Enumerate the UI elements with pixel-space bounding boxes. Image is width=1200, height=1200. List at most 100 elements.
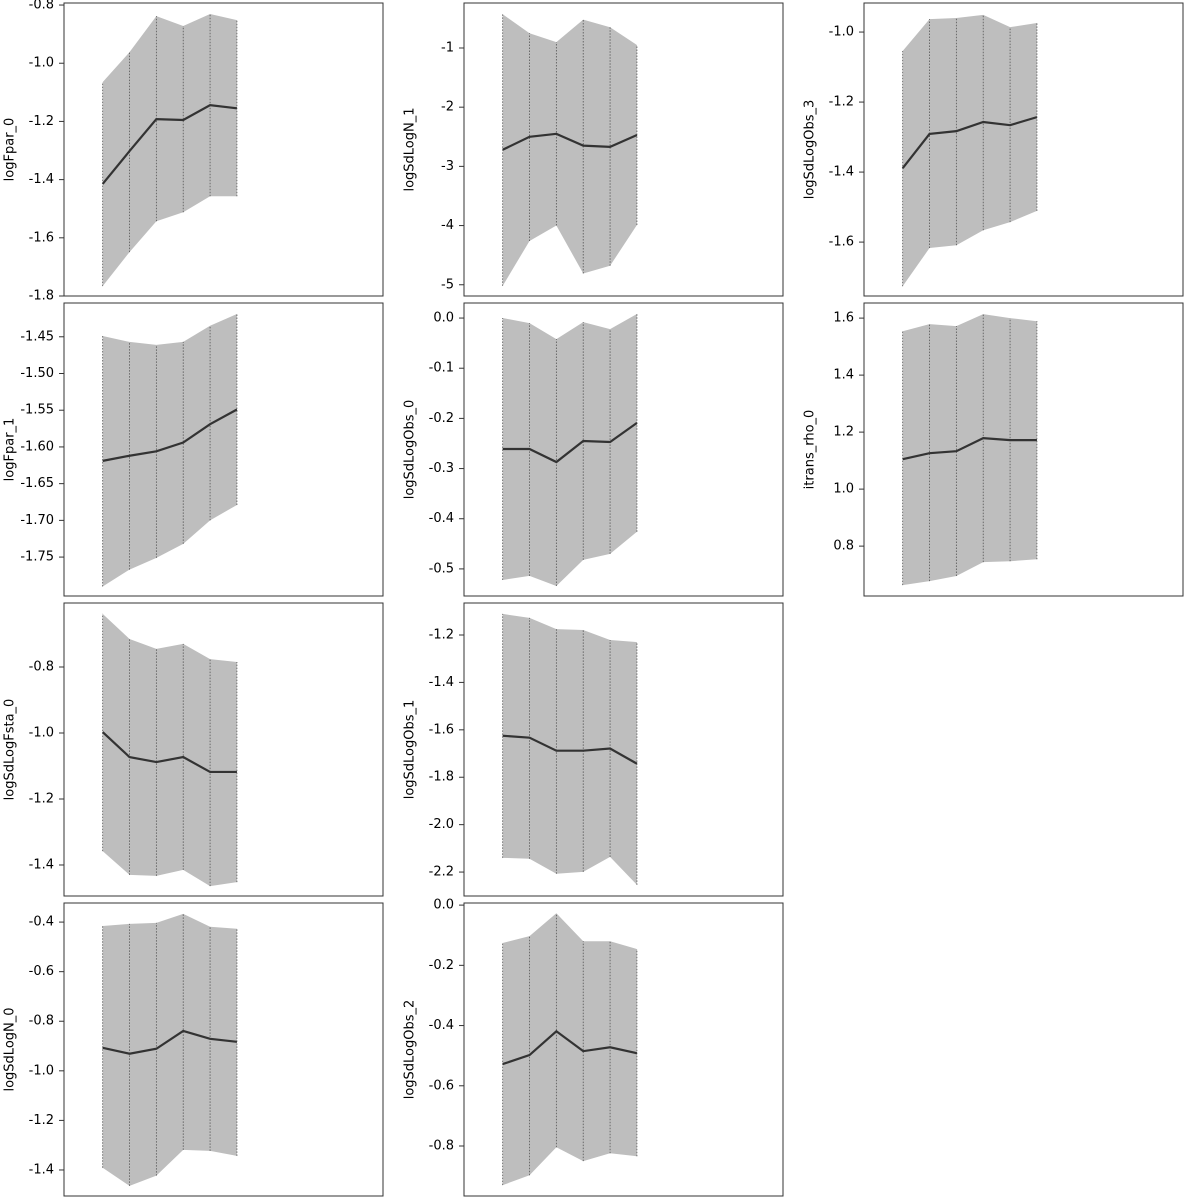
panel-frame — [63, 602, 384, 897]
confidence-band — [902, 314, 1037, 586]
y-tick-label: 0.0 — [433, 311, 454, 326]
panel: 0.0 -0.1 -0.2 -0.3 -0.4 -0.5 logSdLogObs_0 — [403, 302, 784, 597]
y-tick-label: -0.8 — [429, 1139, 454, 1154]
y-tick-label: -2 — [441, 100, 454, 115]
y-tick-label: -1 — [441, 40, 454, 55]
confidence-band — [502, 314, 637, 586]
panel: -1.0 -1.2 -1.4 -1.6 logSdLogObs_3 — [803, 2, 1184, 297]
confidence-band — [102, 314, 237, 587]
mean-line — [902, 436, 1037, 461]
y-tick-label: -1.2 — [29, 1113, 54, 1128]
panel: -0.4 -0.6 -0.8 -1.0 -1.2 -1.4 logSdLogN_0 — [3, 902, 384, 1197]
confidence-band — [102, 913, 237, 1186]
y-tick-label: 1.4 — [833, 368, 854, 383]
mean-line — [901, 116, 1038, 169]
y-tick-label: 0.0 — [433, 898, 454, 913]
y-tick-label: -1.50 — [20, 366, 54, 381]
y-tick-label: -1.6 — [29, 230, 54, 245]
mean-line — [102, 1029, 238, 1055]
y-tick-label: -1.0 — [29, 1063, 54, 1078]
confidence-band — [902, 14, 1037, 287]
panel: -1 -2 -3 -4 -5 logSdLogN_1 — [403, 2, 784, 297]
panel: -1.2 -1.4 -1.6 -1.8 -2.0 -2.2 logSdLogObs_1 — [403, 602, 784, 897]
y-tick-label: -1.4 — [29, 1162, 54, 1177]
y-axis-label: logFpar_0 — [3, 118, 18, 182]
y-tick-label: -5 — [441, 277, 454, 292]
panel-frame — [463, 302, 784, 597]
panel: 0.0 -0.2 -0.4 -0.6 -0.8 logSdLogObs_2 — [403, 898, 784, 1197]
y-tick-label: -0.2 — [429, 411, 454, 426]
y-tick-label: -0.4 — [29, 915, 54, 930]
confidence-band — [502, 613, 637, 885]
panel: -0.8 -1.0 -1.2 -1.4 -1.6 -1.8 logFpar_0 — [3, 0, 384, 304]
mean-line — [502, 132, 638, 151]
mean-line — [101, 103, 238, 185]
mean-line — [502, 734, 638, 765]
y-axis-label: logSdLogN_0 — [3, 1007, 18, 1091]
y-tick-label: -1.4 — [429, 675, 454, 690]
y-tick-label: -1.70 — [20, 513, 54, 528]
y-tick-label: -1.2 — [29, 791, 54, 806]
mean-line — [502, 1029, 638, 1066]
y-tick-label: -0.2 — [429, 958, 454, 973]
y-axis-label: logSdLogN_1 — [403, 107, 418, 191]
y-tick-label: 1.6 — [833, 311, 854, 326]
y-tick-label: -1.0 — [29, 56, 54, 71]
y-axis-label: logSdLogFsta_0 — [3, 699, 18, 801]
panel-frame — [463, 902, 784, 1197]
y-tick-label: -3 — [441, 159, 454, 174]
y-tick-label: -1.4 — [29, 857, 54, 872]
y-tick-label: -1.65 — [20, 476, 54, 491]
y-axis-label: logSdLogObs_1 — [403, 700, 418, 800]
y-axis-label: logSdLogObs_0 — [403, 400, 418, 500]
y-tick-label: -1.2 — [829, 95, 854, 110]
y-tick-label: -0.4 — [429, 1018, 454, 1033]
panel: 1.6 1.4 1.2 1.0 0.8 itrans_rho_0 — [803, 302, 1184, 597]
y-tick-label: -1.45 — [20, 329, 54, 344]
mean-line — [101, 731, 237, 774]
y-axis-label: itrans_rho_0 — [803, 410, 818, 490]
y-tick-label: -1.0 — [29, 726, 54, 741]
confidence-band — [502, 14, 637, 286]
panel: -1.45 -1.50 -1.55 -1.60 -1.65 -1.70 -1.75 logFp… — [3, 302, 384, 597]
panel-frame — [463, 2, 784, 297]
y-tick-label: -1.0 — [829, 25, 854, 40]
y-tick-label: -2.0 — [429, 817, 454, 832]
y-tick-label: -1.2 — [29, 114, 54, 129]
y-tick-label: -1.4 — [29, 172, 54, 187]
panel-frame — [863, 302, 1184, 597]
y-tick-label: -1.6 — [429, 722, 454, 737]
y-tick-label: -1.4 — [829, 165, 854, 180]
panel-frame — [863, 2, 1184, 297]
y-tick-label: -4 — [441, 218, 454, 233]
y-tick-label: -1.75 — [20, 550, 54, 565]
y-tick-label: 0.8 — [833, 539, 854, 554]
panel-frame — [63, 2, 384, 297]
y-tick-label: -1.60 — [20, 439, 54, 454]
y-tick-label: 1.2 — [833, 425, 854, 440]
y-tick-label: -0.4 — [429, 511, 454, 526]
y-tick-label: -0.8 — [29, 660, 54, 675]
panel: -0.8 -1.0 -1.2 -1.4 logSdLogFsta_0 — [3, 602, 384, 897]
y-tick-label: -1.8 — [29, 289, 54, 304]
y-tick-label: -0.6 — [29, 964, 54, 979]
y-tick-label: -0.3 — [429, 461, 454, 476]
y-axis-label: logFpar_1 — [3, 418, 18, 482]
y-tick-label: -0.8 — [29, 1014, 54, 1029]
panel-frame — [63, 302, 384, 597]
y-axis-label: logSdLogObs_3 — [803, 100, 818, 200]
panel-frame — [463, 602, 784, 897]
y-tick-label: -1.55 — [20, 403, 54, 418]
y-tick-label: -1.2 — [429, 628, 454, 643]
y-tick-label: -1.8 — [429, 770, 454, 785]
confidence-band — [102, 613, 237, 887]
confidence-band — [102, 14, 237, 287]
mean-line — [102, 408, 238, 462]
y-tick-label: -0.5 — [429, 561, 454, 576]
y-tick-label: -0.6 — [429, 1078, 454, 1093]
y-tick-label: -1.6 — [829, 235, 854, 250]
confidence-band — [502, 913, 637, 1186]
y-tick-label: -0.8 — [29, 0, 54, 13]
mean-line — [502, 422, 638, 464]
